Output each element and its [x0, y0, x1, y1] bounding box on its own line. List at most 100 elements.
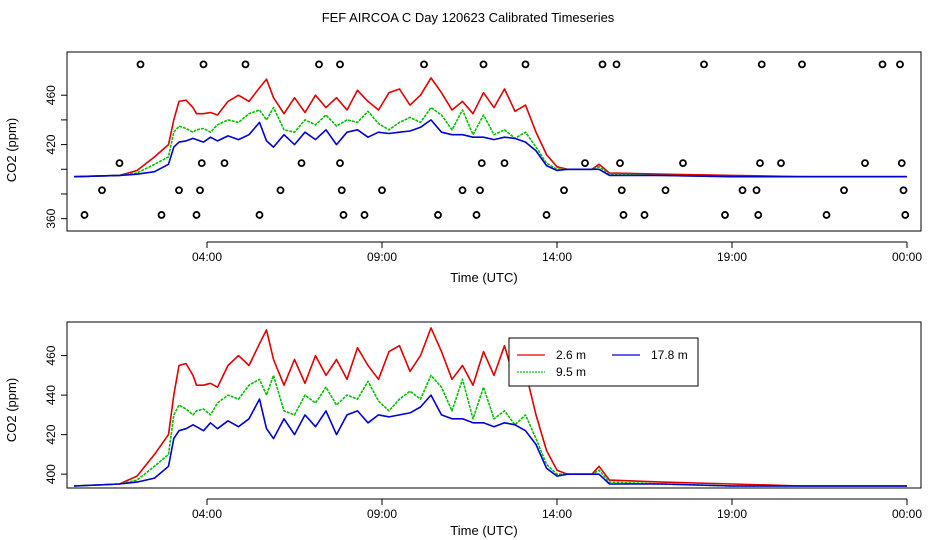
circle-marker [899, 186, 908, 195]
bottom-panel: 400 420 440 460 04:00 09:00 14:00 19:00 00:00 T… [4, 321, 922, 538]
circle-marker [756, 159, 764, 168]
x-tick-label: 04:00 [192, 250, 222, 264]
x-tick-label: 19:00 [717, 507, 747, 521]
circle-marker [822, 211, 831, 219]
circle-marker [255, 211, 264, 219]
circle-marker [360, 211, 369, 219]
circle-marker [738, 186, 747, 195]
x-tick-label: 14:00 [542, 250, 572, 264]
y-tick-label: 460 [44, 345, 58, 365]
circle-marker [619, 211, 628, 219]
circle-marker [901, 211, 910, 219]
bottom-y-label: CO2 (ppm) [4, 378, 19, 442]
y-tick-label: 360 [44, 208, 58, 228]
x-tick-label: 14:00 [542, 507, 572, 521]
circle-marker [757, 60, 766, 69]
circle-marker [136, 60, 145, 69]
x-tick-label: 00:00 [892, 250, 922, 264]
series-line-9-5-m [73, 374, 907, 487]
legend-label-2-6m: 2.6 m [556, 348, 586, 362]
circle-marker [598, 60, 607, 69]
circle-marker [434, 211, 442, 219]
circle-marker [241, 60, 250, 69]
circle-marker [339, 211, 348, 219]
circle-marker [754, 211, 763, 219]
bottom-series-lines [73, 327, 907, 487]
series-line-17-8-m [73, 119, 907, 178]
circle-marker [479, 60, 488, 69]
circle-marker [378, 186, 386, 195]
circle-marker [679, 159, 687, 168]
legend-label-9-5m: 9.5 m [556, 365, 586, 379]
top-y-axis: 360 420 460 [44, 85, 67, 229]
series-line-17-8-m [73, 394, 907, 487]
circle-marker [420, 60, 428, 69]
top-plot-frame [66, 51, 922, 232]
circle-marker [80, 211, 89, 219]
y-tick-label: 420 [44, 424, 58, 444]
circle-marker [315, 60, 323, 69]
circle-marker [617, 186, 626, 195]
circle-marker [196, 186, 204, 195]
circle-marker [336, 60, 344, 69]
circle-marker [199, 60, 208, 69]
circle-marker [197, 159, 206, 168]
top-x-axis: 04:00 09:00 14:00 19:00 00:00 [192, 241, 922, 264]
circle-marker [581, 159, 589, 168]
circle-marker [640, 211, 649, 219]
y-tick-label: 420 [44, 134, 58, 154]
circle-marker [560, 186, 568, 195]
x-tick-label: 09:00 [367, 250, 397, 264]
series-line-2-6-m [73, 327, 907, 487]
x-tick-label: 00:00 [892, 507, 922, 521]
circle-marker [175, 186, 183, 195]
circle-marker [220, 159, 229, 168]
bottom-x-axis: 04:00 09:00 14:00 19:00 00:00 [192, 498, 922, 521]
circle-marker [276, 186, 285, 195]
circle-marker [477, 159, 486, 168]
series-line-2-6-m [73, 77, 907, 178]
x-tick-label: 19:00 [717, 250, 747, 264]
bottom-x-label: Time (UTC) [450, 523, 517, 538]
top-panel: 360 420 460 04:00 09:00 14:00 19:00 00:00 Time… [4, 51, 922, 285]
top-series-lines [73, 77, 907, 178]
circle-marker [297, 159, 306, 168]
circle-marker [472, 211, 481, 219]
series-line-9-5-m [73, 106, 907, 178]
y-tick-label: 400 [44, 464, 58, 484]
circle-marker [616, 159, 624, 168]
bottom-y-axis: 400 420 440 460 [44, 345, 67, 484]
circle-marker [336, 159, 344, 168]
circle-marker [476, 186, 484, 195]
circle-marker [521, 60, 530, 69]
legend-box [508, 337, 699, 387]
circle-marker [798, 60, 806, 69]
circle-marker [458, 186, 467, 195]
legend: 2.6 m 17.8 m 9.5 m [508, 337, 699, 387]
circle-marker [98, 186, 106, 195]
circle-marker [897, 159, 906, 168]
circle-marker [192, 211, 201, 219]
circle-marker [500, 159, 509, 168]
top-y-label: CO2 (ppm) [4, 118, 19, 182]
circle-marker [896, 60, 904, 69]
x-tick-label: 09:00 [367, 507, 397, 521]
chart-title: FEF AIRCOA C Day 120623 Calibrated Times… [322, 10, 615, 25]
top-circle-markers [80, 60, 910, 219]
circle-marker [777, 159, 785, 168]
y-tick-label: 460 [44, 85, 58, 105]
circle-marker [115, 159, 124, 168]
y-tick-label: 440 [44, 385, 58, 405]
circle-marker [157, 211, 166, 219]
circle-marker [721, 211, 729, 219]
circle-marker [337, 186, 346, 195]
circle-marker [661, 186, 670, 195]
circle-marker [861, 159, 869, 168]
circle-marker [878, 60, 887, 69]
circle-marker [612, 60, 621, 69]
x-tick-label: 04:00 [192, 507, 222, 521]
legend-label-17-8m: 17.8 m [651, 348, 688, 362]
top-x-label: Time (UTC) [450, 270, 517, 285]
circle-marker [700, 60, 708, 69]
